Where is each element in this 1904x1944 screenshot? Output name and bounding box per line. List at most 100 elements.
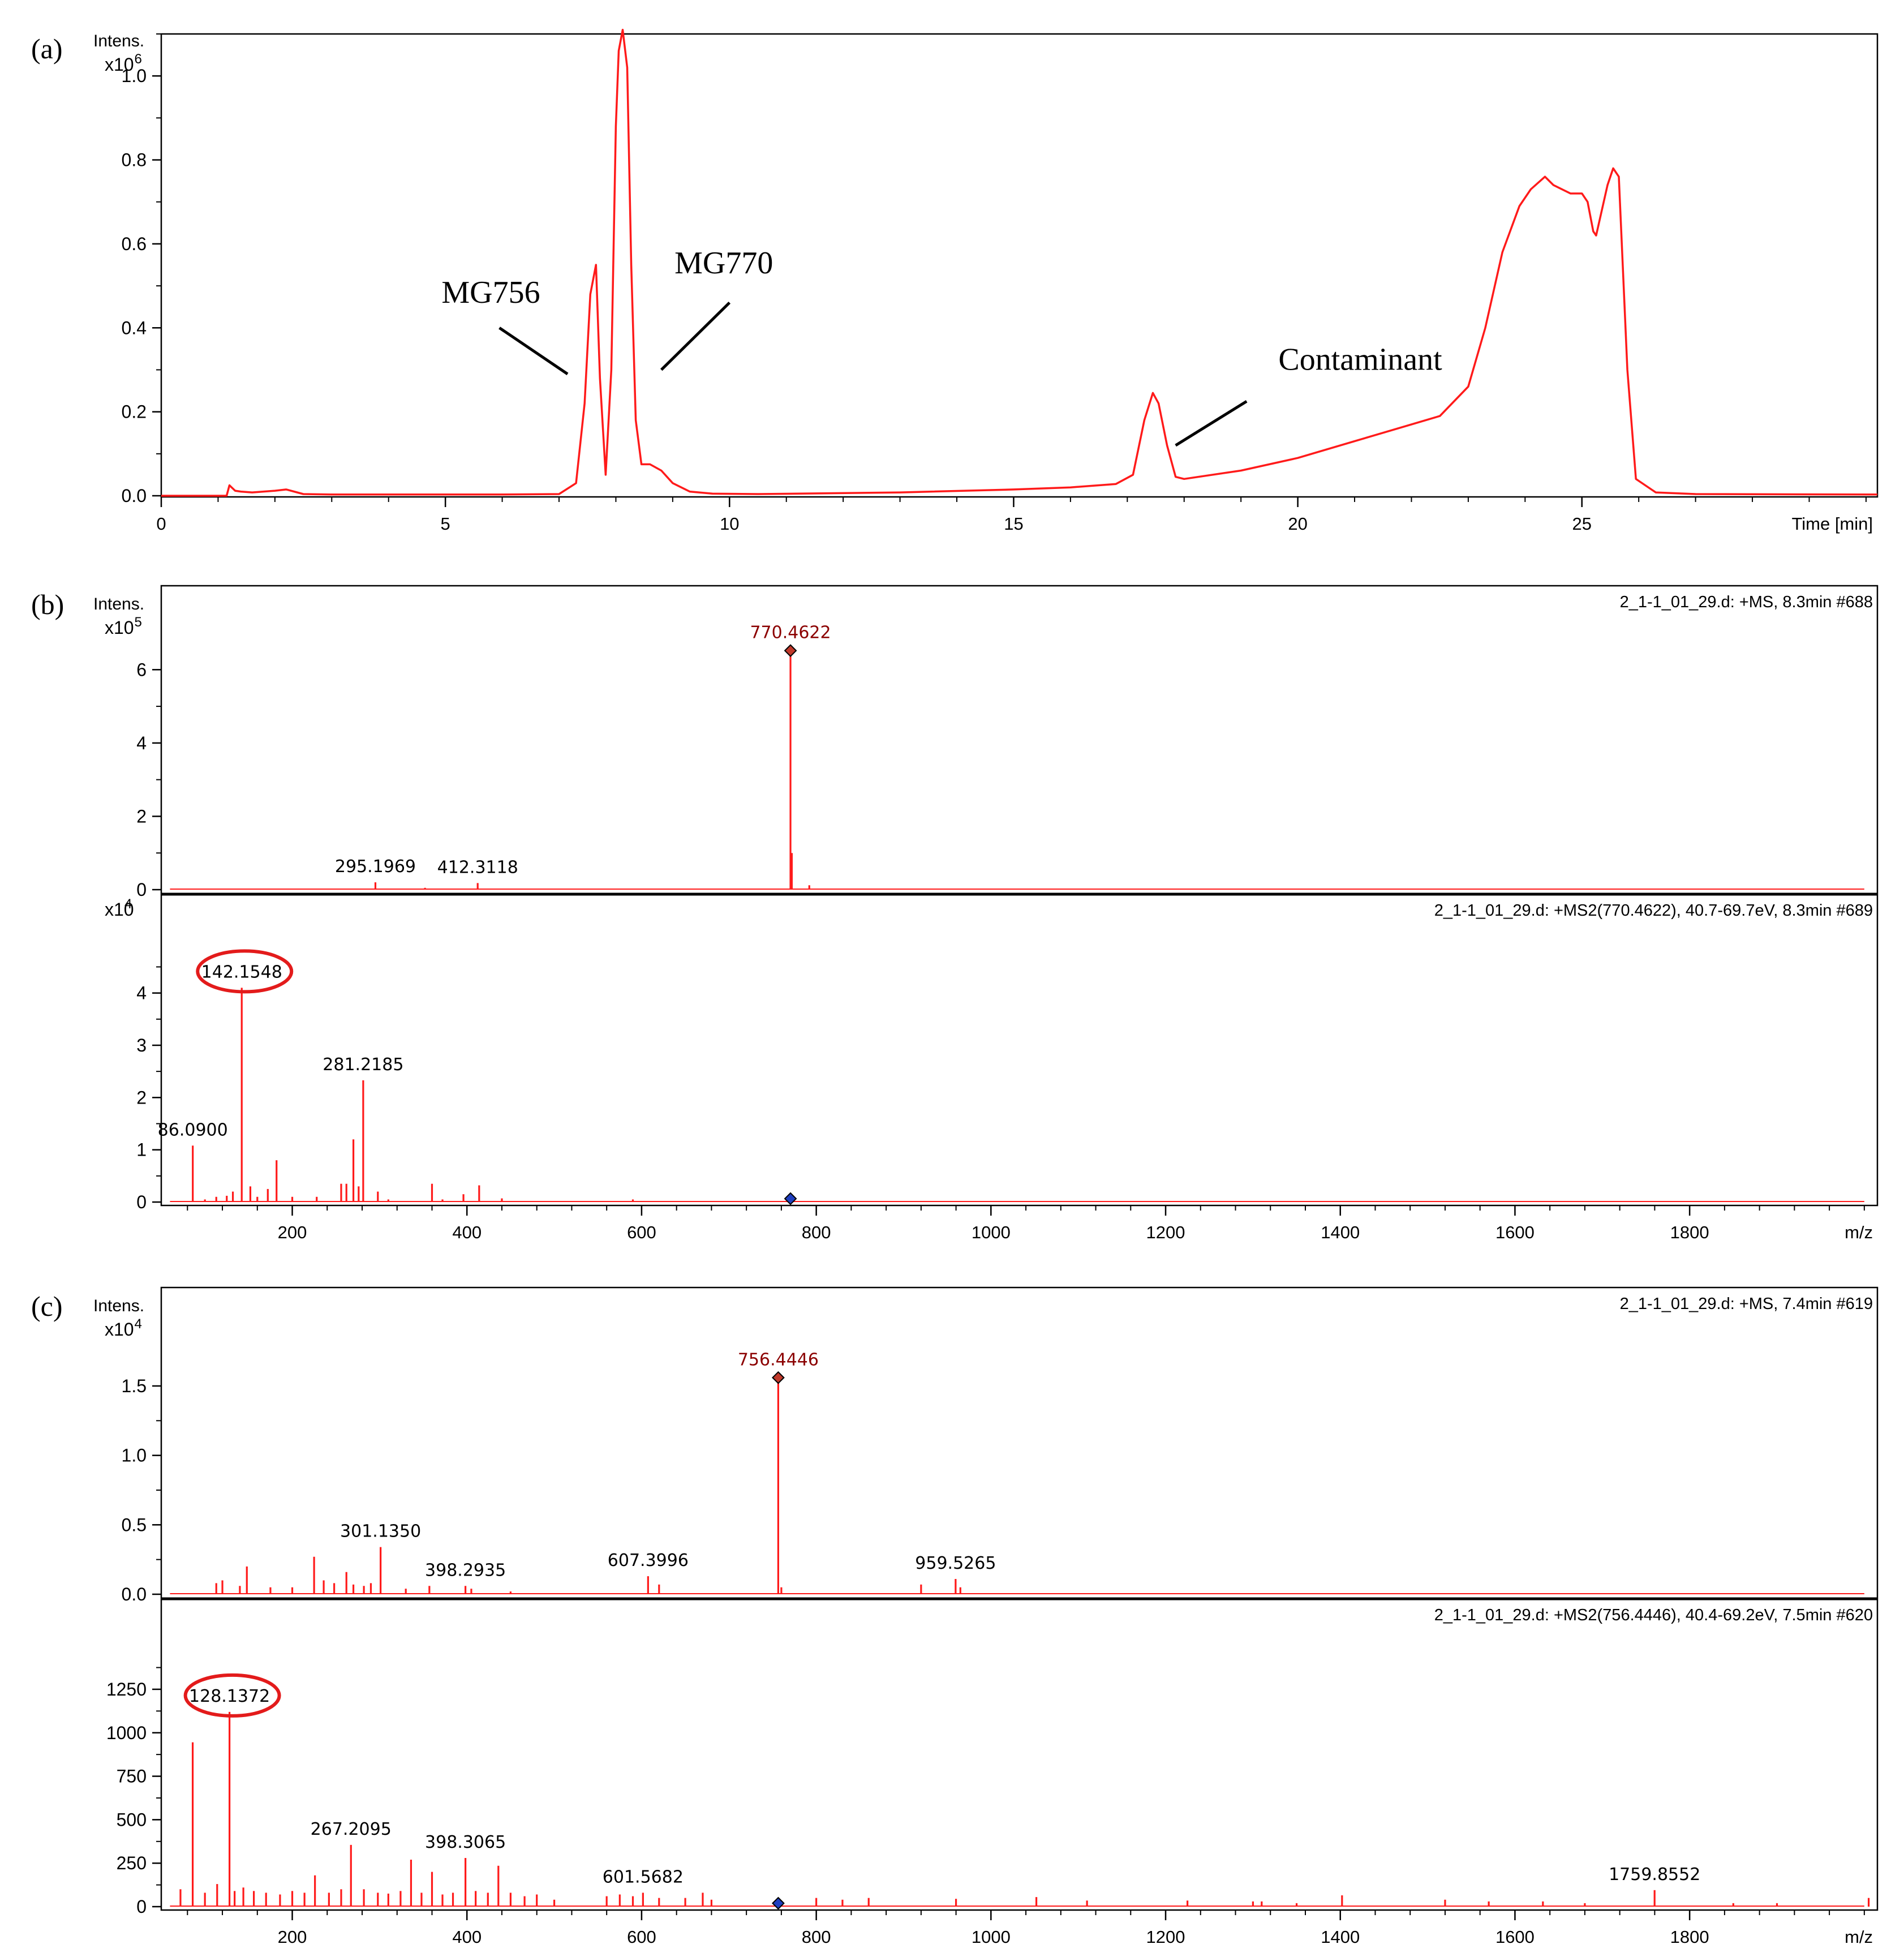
x-tick-label: 1000 <box>972 1222 1011 1242</box>
annotation-label: Contaminant <box>1278 342 1442 377</box>
x-tick-label: 600 <box>627 1222 656 1242</box>
panel-label-b: (b) <box>31 589 64 620</box>
chromatogram-line <box>161 28 1878 497</box>
y-tick-label: 1000 <box>106 1723 147 1743</box>
y-tick-label: 0.8 <box>122 150 147 170</box>
spectrum-header: 2_1-1_01_29.d: +MS, 8.3min #688 <box>1620 593 1873 611</box>
x-tick-label: 15 <box>1004 514 1023 534</box>
highlight-circle <box>183 1673 281 1718</box>
x-tick-label: 1400 <box>1321 1927 1360 1944</box>
precursor-marker <box>771 1371 785 1384</box>
y-tick-label: 0 <box>136 1192 147 1212</box>
plot-frame-a <box>160 33 1879 498</box>
y-tick-label: 3 <box>136 1035 147 1055</box>
peak-label: 607.3996 <box>608 1551 689 1570</box>
annotation-leader-line <box>1175 400 1248 447</box>
spectrum-header: 2_1-1_01_29.d: +MS2(770.4622), 40.7-69.7… <box>1434 902 1873 920</box>
isolated-precursor-marker <box>784 1192 797 1205</box>
x-tick-label: 1600 <box>1495 1222 1535 1242</box>
y-tick-label: 750 <box>117 1766 147 1787</box>
x-axis-label: m/z <box>1845 1927 1873 1944</box>
precursor-marker <box>784 644 797 658</box>
peak-label: 412.3118 <box>437 857 518 877</box>
peak-label: 142.1548 <box>201 962 282 982</box>
y-tick-label: 0.2 <box>122 402 147 422</box>
y-scale-exponent: 4 <box>135 1316 142 1332</box>
panel-label-a: (a) <box>31 33 63 65</box>
annotation-leader-line <box>498 327 569 375</box>
peak-label: 601.5682 <box>603 1867 684 1887</box>
x-tick-label: 1800 <box>1670 1222 1709 1242</box>
peak-label: 398.3065 <box>425 1833 506 1852</box>
x-axis-label: Time [min] <box>1791 514 1873 534</box>
x-tick-label: 1800 <box>1670 1927 1709 1944</box>
y-tick-label: 2 <box>136 806 147 826</box>
x-tick-label: 1000 <box>972 1927 1011 1944</box>
annotation-label: MG756 <box>441 275 540 310</box>
y-tick-label: 0 <box>136 879 147 900</box>
highlight-circle <box>196 949 294 994</box>
x-tick-label: 800 <box>802 1222 831 1242</box>
isolated-precursor-marker <box>771 1896 785 1910</box>
peak-label: 267.2095 <box>311 1819 392 1839</box>
x-tick-label: 200 <box>278 1222 307 1242</box>
y-axis-label: Intens. <box>93 1297 144 1315</box>
y-tick-label: 6 <box>136 659 147 680</box>
y-tick-label: 0.0 <box>122 1584 147 1604</box>
panel-label-c: (c) <box>31 1290 63 1322</box>
x-tick-label: 1400 <box>1321 1222 1360 1242</box>
x-tick-label: 20 <box>1288 514 1307 534</box>
x-axis-label: m/z <box>1845 1222 1873 1242</box>
y-tick-label: 1 <box>136 1140 147 1160</box>
y-tick-label: 0.0 <box>122 486 147 506</box>
annotation-label: MG770 <box>674 246 773 281</box>
x-tick-label: 5 <box>441 514 450 534</box>
peak-label: 301.1350 <box>340 1522 421 1542</box>
y-tick-label: 1.5 <box>122 1376 147 1396</box>
x-tick-label: 400 <box>452 1222 482 1242</box>
peak-label: 398.2935 <box>425 1560 506 1580</box>
peak-label: 128.1372 <box>189 1686 270 1706</box>
x-tick-label: 600 <box>627 1927 656 1944</box>
y-axis-label: Intens. <box>93 595 144 613</box>
y-scale-label: x10 <box>105 617 134 638</box>
y-axis-label: Intens. <box>93 32 144 50</box>
x-tick-label: 1600 <box>1495 1927 1535 1944</box>
y-tick-label: 4 <box>136 733 147 753</box>
y-tick-label: 250 <box>117 1853 147 1873</box>
y-tick-label: 0.4 <box>122 317 147 338</box>
x-tick-label: 10 <box>720 514 739 534</box>
y-scale-label: x10 <box>105 54 134 75</box>
y-scale-label: x10 <box>105 1319 134 1340</box>
y-tick-label: 4 <box>136 983 147 1003</box>
y-tick-label: 1.0 <box>122 1445 147 1466</box>
y-tick-label: 500 <box>117 1809 147 1830</box>
annotation-leader-line <box>660 301 731 371</box>
y-scale-exponent: 4 <box>124 896 132 912</box>
y-tick-label: 2 <box>136 1087 147 1108</box>
y-scale-label: x10 <box>105 899 134 920</box>
y-tick-label: 1.0 <box>122 66 147 86</box>
y-scale-exponent: 5 <box>135 615 142 630</box>
x-tick-label: 800 <box>802 1927 831 1944</box>
x-tick-label: 0 <box>156 514 166 534</box>
x-tick-label: 200 <box>278 1927 307 1944</box>
spectrum-header: 2_1-1_01_29.d: +MS, 7.4min #619 <box>1620 1295 1873 1313</box>
y-scale-exponent: 6 <box>135 52 142 67</box>
precursor-label: 770.4622 <box>750 623 831 643</box>
peak-label: 86.0900 <box>158 1120 228 1140</box>
x-tick-label: 400 <box>452 1927 482 1944</box>
x-tick-label: 25 <box>1572 514 1592 534</box>
peak-label: 1759.8552 <box>1609 1865 1700 1885</box>
y-tick-label: 1250 <box>106 1679 147 1700</box>
peak-label: 281.2185 <box>323 1055 403 1075</box>
y-tick-label: 0 <box>136 1896 147 1917</box>
x-tick-label: 1200 <box>1146 1927 1185 1944</box>
peak-label: 959.5265 <box>915 1554 996 1573</box>
spectrum-header: 2_1-1_01_29.d: +MS2(756.4446), 40.4-69.2… <box>1434 1606 1873 1624</box>
y-tick-label: 0.5 <box>122 1514 147 1535</box>
y-tick-label: 0.6 <box>122 234 147 254</box>
precursor-label: 756.4446 <box>738 1350 819 1370</box>
x-tick-label: 1200 <box>1146 1222 1185 1242</box>
